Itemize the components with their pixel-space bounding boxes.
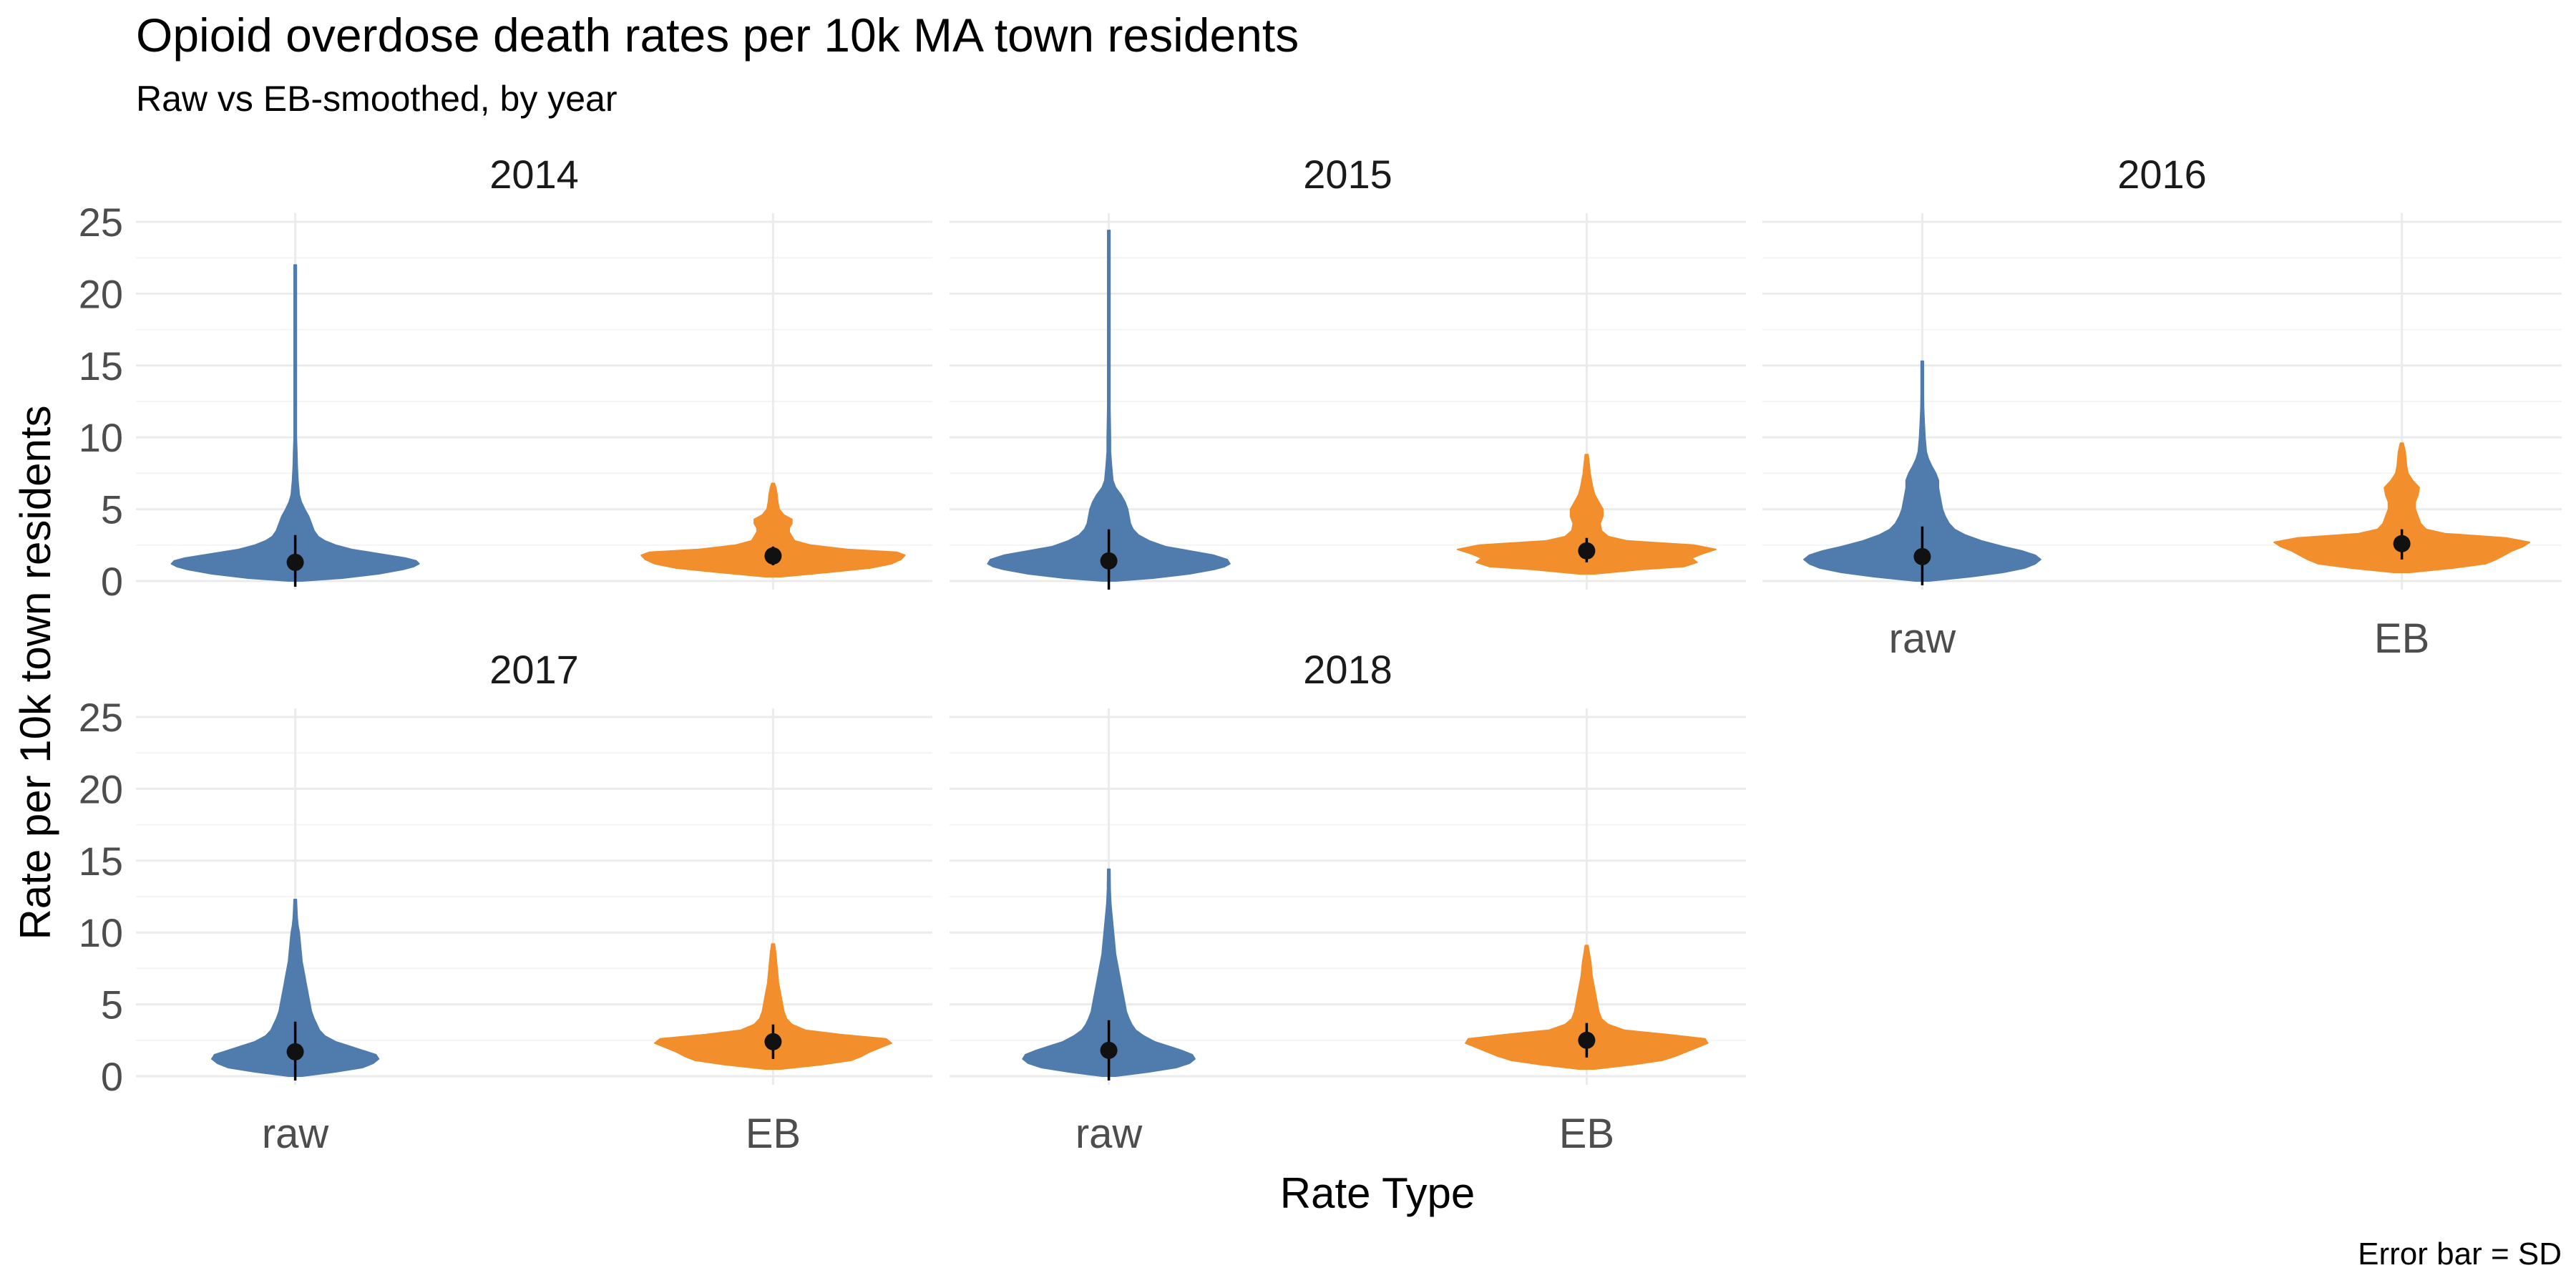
gridlines xyxy=(950,708,1746,1085)
facet-label-2018: 2018 xyxy=(1303,647,1392,692)
facet-label-2015: 2015 xyxy=(1303,152,1392,197)
facet-panel-2015: 2015 xyxy=(950,152,1746,590)
violin-shape xyxy=(1456,454,1717,575)
facet-label-2014: 2014 xyxy=(489,152,579,197)
gridlines xyxy=(136,213,932,590)
facet-panel-2017: 2017 0 5 10 15 20 25 raw EB xyxy=(79,647,932,1157)
violin-shape xyxy=(2273,442,2531,573)
y-tick-label: 15 xyxy=(79,343,123,389)
y-tick-label: 20 xyxy=(79,271,123,316)
facet-label-2016: 2016 xyxy=(2117,152,2207,197)
violin-shape xyxy=(640,482,906,577)
violin-EB-2016 xyxy=(2273,442,2531,573)
violin-raw-2015 xyxy=(987,230,1231,590)
facet-panel-2014: 2014 0 5 10 15 20 25 xyxy=(79,152,932,604)
x-tick-labels: raw EB xyxy=(262,1111,801,1157)
violin-shape xyxy=(1465,945,1709,1070)
chart-title: Opioid overdose death rates per 10k MA t… xyxy=(136,9,1299,62)
mean-point xyxy=(1578,1031,1596,1049)
facet-panel-2016: 2016 raw EB xyxy=(1762,152,2562,662)
y-tick-label: 0 xyxy=(101,559,123,604)
y-tick-label: 5 xyxy=(101,982,123,1028)
x-tick-label-EB: EB xyxy=(746,1111,801,1157)
y-tick-label: 10 xyxy=(79,415,123,460)
mean-point xyxy=(286,1043,304,1060)
x-tick-label-EB: EB xyxy=(1559,1111,1614,1157)
violin-shape xyxy=(1022,868,1196,1077)
violin-shape xyxy=(211,899,380,1077)
y-tick-label: 20 xyxy=(79,766,123,811)
chart-caption: Error bar = SD xyxy=(2358,1236,2562,1272)
y-tick-labels: 0 5 10 15 20 25 xyxy=(79,200,123,604)
violin-shape xyxy=(170,264,420,582)
violin-raw-2017 xyxy=(211,899,380,1081)
y-tick-labels: 0 5 10 15 20 25 xyxy=(79,695,123,1099)
violin-shape xyxy=(1803,360,2041,582)
violin-shape xyxy=(654,943,892,1070)
x-tick-label-raw: raw xyxy=(1889,615,1957,662)
x-tick-labels: raw EB xyxy=(1889,615,2430,662)
mean-point xyxy=(1578,542,1596,560)
gridlines xyxy=(950,213,1746,590)
mean-point xyxy=(1100,1041,1118,1059)
x-tick-label-raw: raw xyxy=(262,1111,330,1157)
violin-EB-2017 xyxy=(654,943,892,1070)
chart-subtitle: Raw vs EB-smoothed, by year xyxy=(136,79,618,119)
violin-raw-2014 xyxy=(170,264,420,587)
y-axis-label: Rate per 10k town residents xyxy=(11,405,59,940)
y-tick-label: 25 xyxy=(79,200,123,245)
violin-shape xyxy=(987,230,1231,582)
mean-point xyxy=(1100,552,1118,570)
y-tick-label: 0 xyxy=(101,1054,123,1099)
mean-point xyxy=(286,553,304,571)
x-axis-label: Rate Type xyxy=(1280,1169,1475,1217)
violin-EB-2018 xyxy=(1465,945,1709,1070)
x-tick-labels: raw EB xyxy=(1075,1111,1614,1157)
mean-point xyxy=(764,1033,782,1050)
violin-raw-2016 xyxy=(1803,360,2041,586)
y-tick-label: 5 xyxy=(101,487,123,532)
mean-point xyxy=(2393,535,2411,552)
gridlines xyxy=(136,708,932,1085)
mean-point xyxy=(1913,547,1931,565)
y-tick-label: 15 xyxy=(79,839,123,884)
facet-panel-2018: 2018 raw EB xyxy=(950,647,1746,1157)
violin-EB-2015 xyxy=(1456,454,1717,575)
violin-raw-2018 xyxy=(1022,868,1196,1081)
y-tick-label: 10 xyxy=(79,910,123,955)
facet-label-2017: 2017 xyxy=(489,647,579,692)
violin-EB-2014 xyxy=(640,482,906,577)
x-tick-label-raw: raw xyxy=(1075,1111,1143,1157)
x-tick-label-EB: EB xyxy=(2374,615,2429,662)
y-tick-label: 25 xyxy=(79,695,123,740)
mean-point xyxy=(764,547,782,565)
